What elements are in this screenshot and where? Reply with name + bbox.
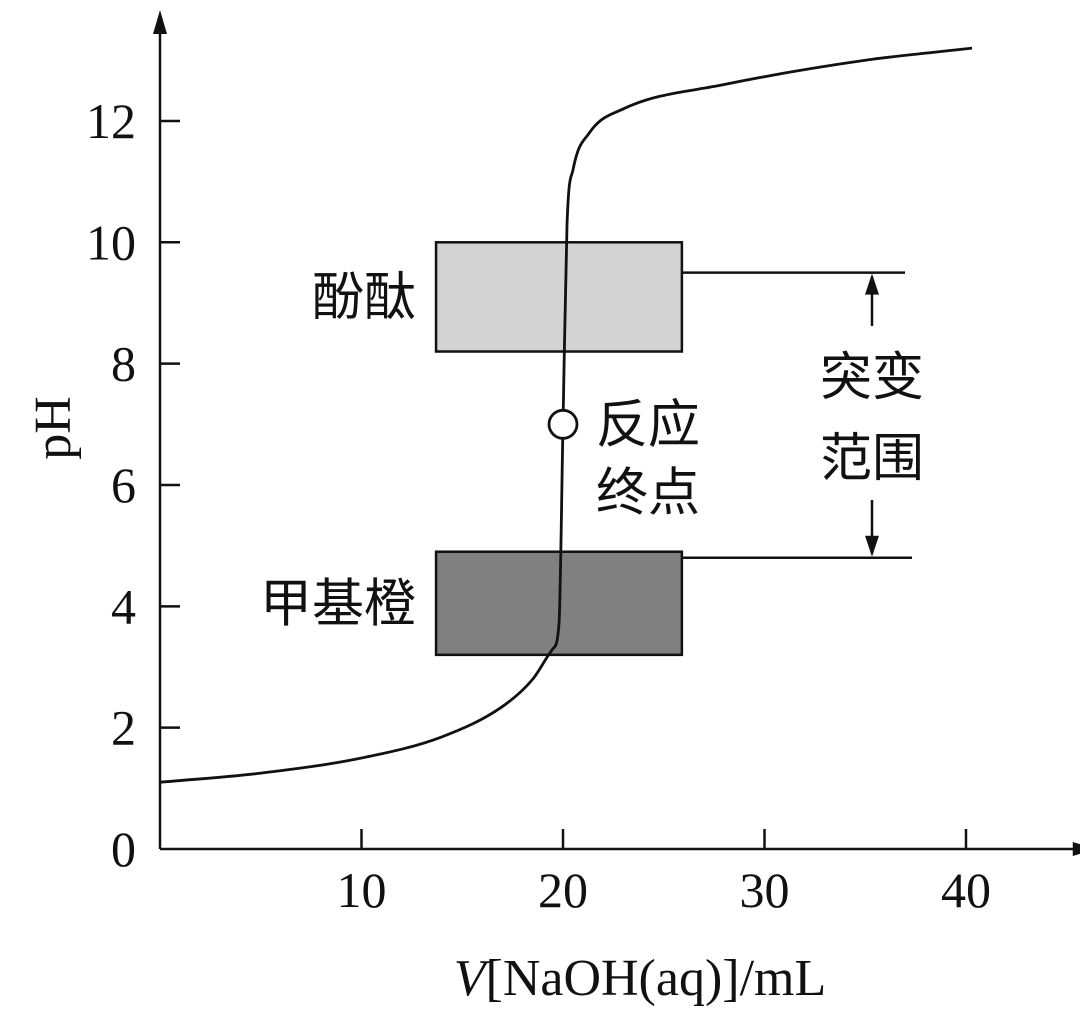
y-tick-label-4: 8: [111, 336, 136, 392]
x-axis-title-variable: V: [454, 950, 491, 1007]
y-axis-arrow: [153, 9, 167, 34]
y-tick-label-2: 4: [111, 578, 136, 634]
indicator-label-0: 酚酞: [312, 268, 416, 328]
y-tick-label-3: 6: [111, 457, 136, 513]
equivalence-label-line1: 反应: [596, 395, 700, 455]
y-axis-title: pH: [25, 396, 82, 460]
x-axis-title: V[NaOH(aq)]/mL: [454, 950, 827, 1007]
y-tick-label-6: 12: [86, 93, 136, 149]
x-axis-title-unit: [NaOH(aq)]/mL: [486, 950, 827, 1007]
x-tick-label-1: 20: [538, 862, 588, 918]
y-tick-label-5: 10: [86, 214, 136, 270]
jump-range-arrow-down-head: [865, 535, 879, 557]
y-tick-label-0: 0: [111, 821, 136, 877]
x-tick-label-3: 40: [941, 862, 991, 918]
jump-range-label-line2: 范围: [820, 429, 924, 489]
jump-range-arrow-up-head: [865, 273, 879, 295]
x-tick-label-2: 30: [740, 862, 790, 918]
x-tick-label-0: 10: [337, 862, 387, 918]
x-axis-arrow: [1072, 842, 1080, 856]
equivalence-label-line2: 终点: [596, 463, 700, 523]
y-tick-label-1: 2: [111, 700, 136, 756]
indicator-box-0: [434, 241, 684, 353]
titration-curve: [159, 46, 973, 784]
equivalence-point-marker: [547, 408, 579, 440]
indicator-label-1: 甲基橙: [260, 574, 416, 634]
jump-range-label-line1: 突变: [820, 348, 924, 408]
